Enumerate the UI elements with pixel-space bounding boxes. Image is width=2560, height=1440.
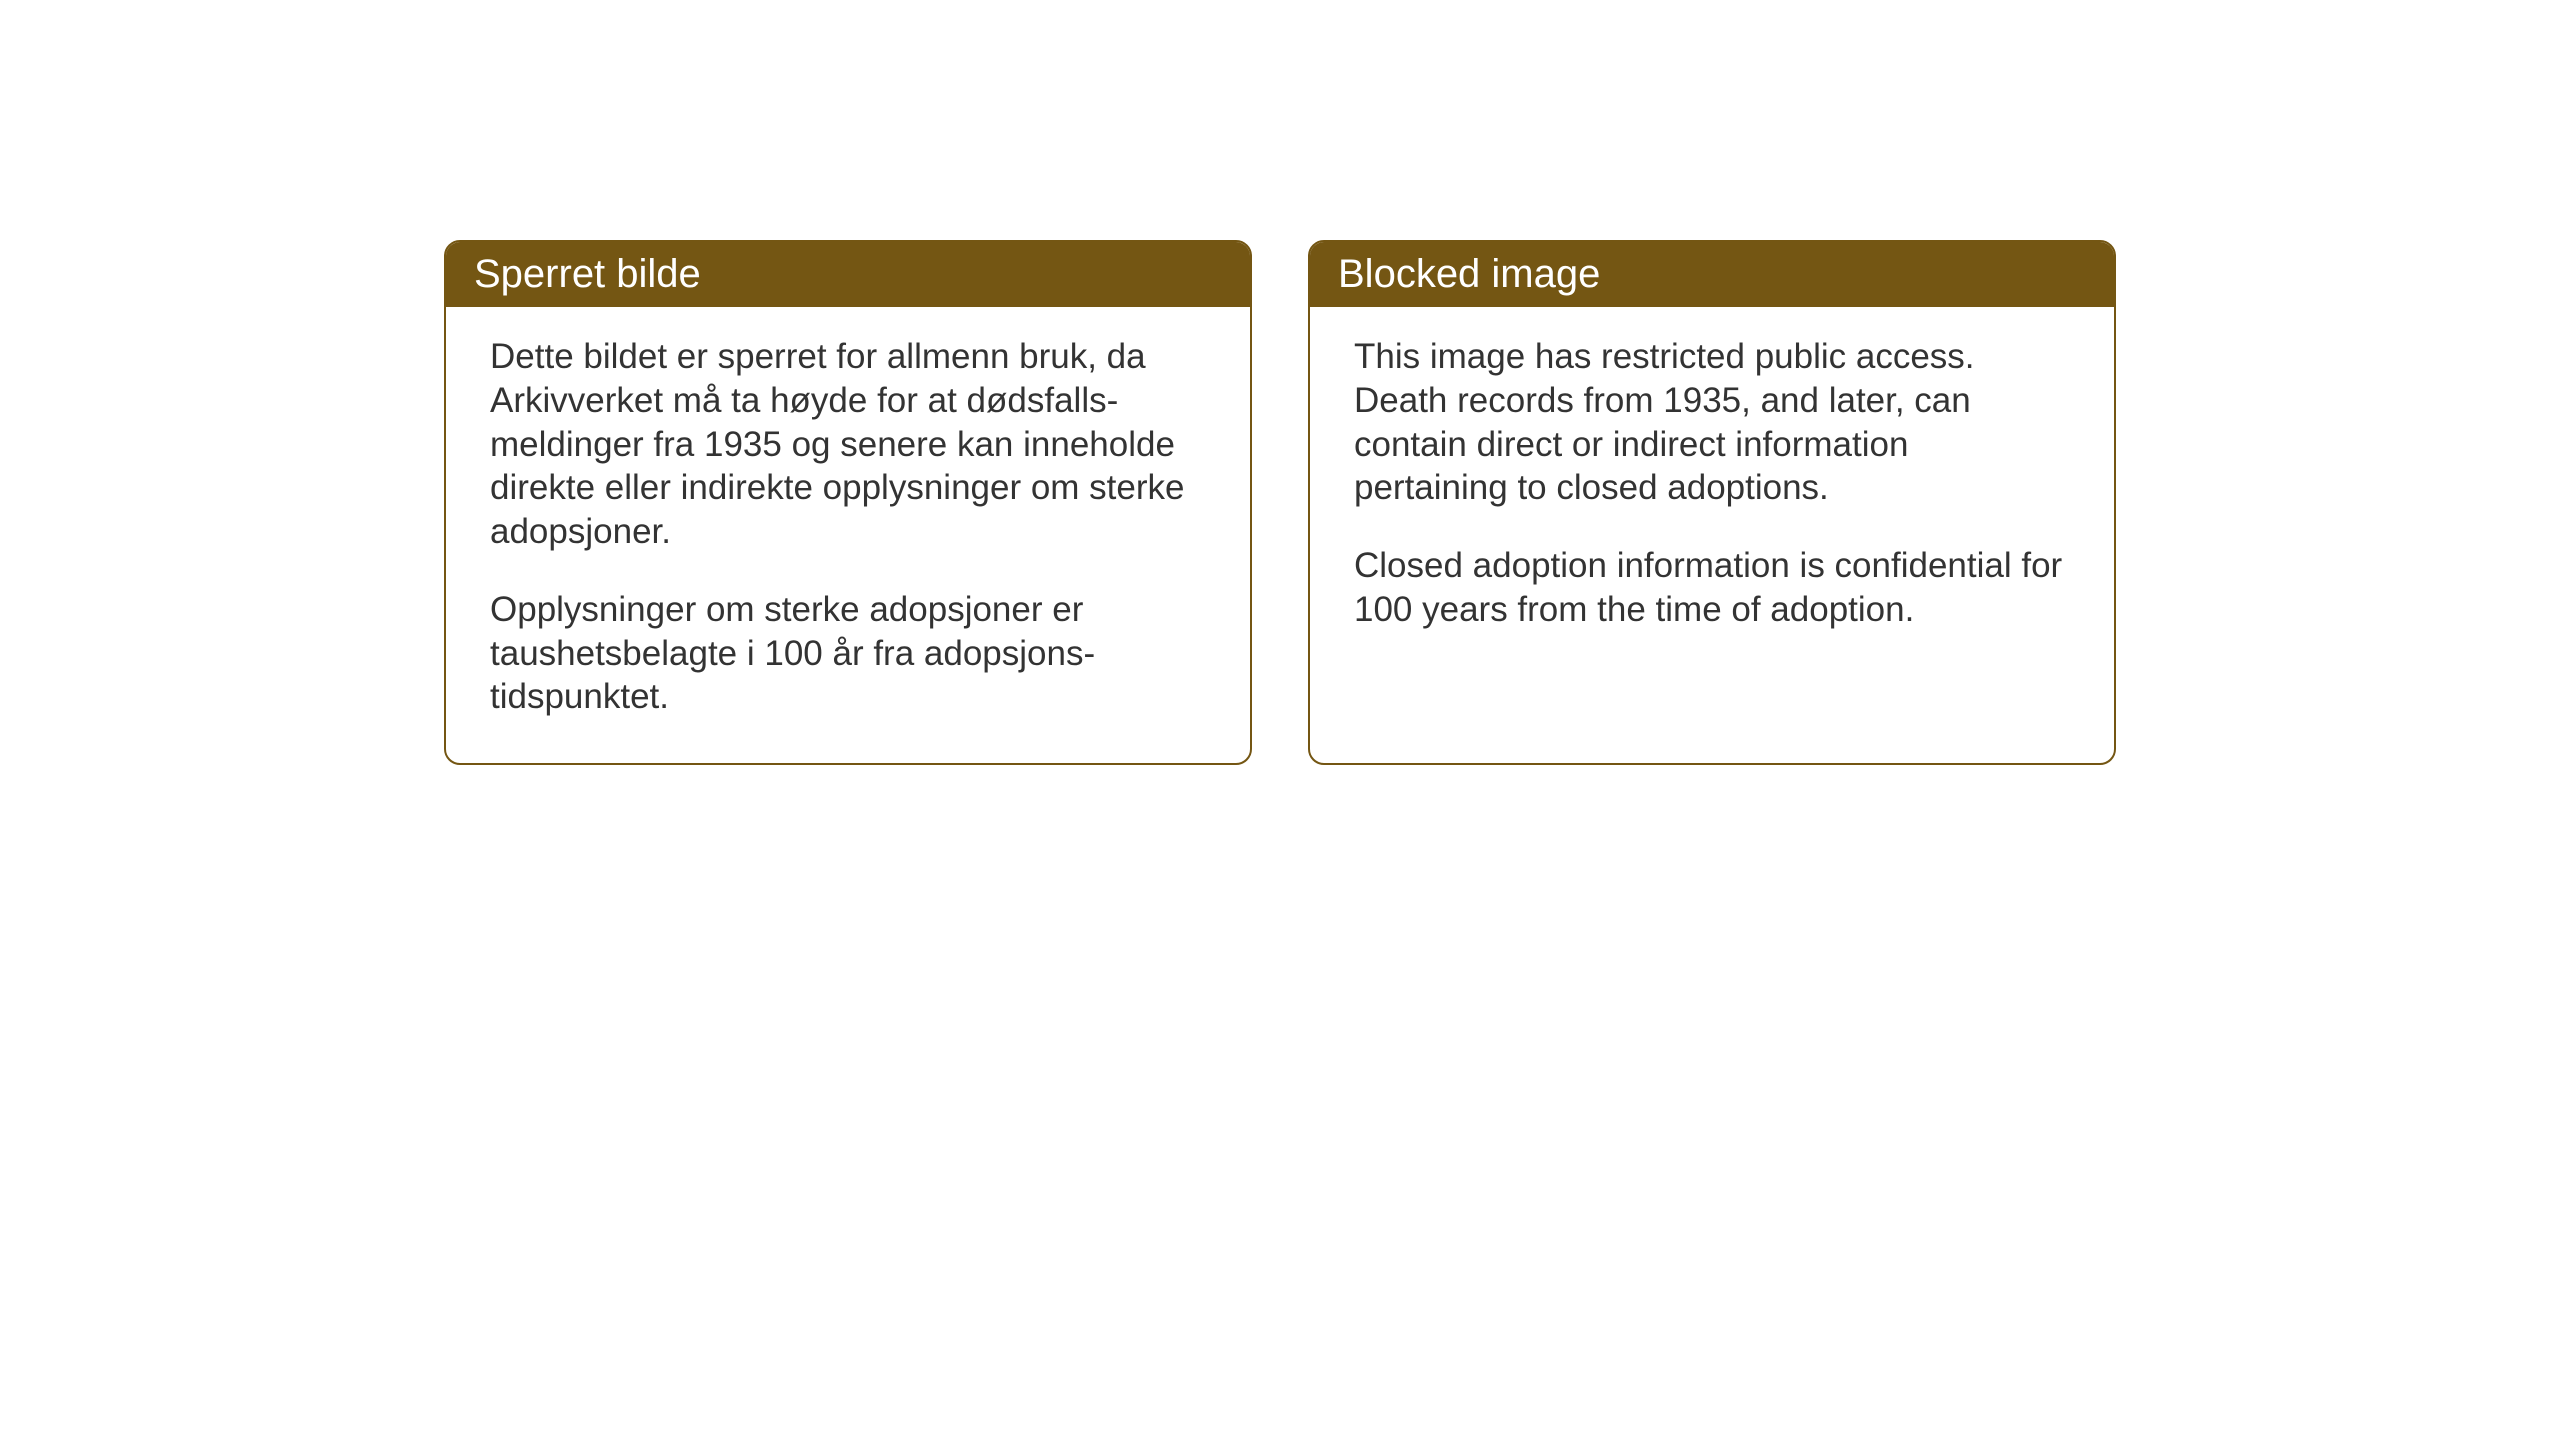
card-header: Sperret bilde — [446, 242, 1250, 307]
notice-container: Sperret bilde Dette bildet er sperret fo… — [444, 240, 2116, 765]
card-paragraph: Dette bildet er sperret for allmenn bruk… — [490, 335, 1206, 554]
card-body: Dette bildet er sperret for allmenn bruk… — [446, 307, 1250, 763]
card-title: Sperret bilde — [474, 252, 701, 296]
card-header: Blocked image — [1310, 242, 2114, 307]
card-title: Blocked image — [1338, 252, 1600, 296]
card-paragraph: This image has restricted public access.… — [1354, 335, 2070, 510]
card-paragraph: Opplysninger om sterke adopsjoner er tau… — [490, 588, 1206, 719]
notice-card-norwegian: Sperret bilde Dette bildet er sperret fo… — [444, 240, 1252, 765]
card-body: This image has restricted public access.… — [1310, 307, 2114, 676]
card-paragraph: Closed adoption information is confident… — [1354, 544, 2070, 632]
notice-card-english: Blocked image This image has restricted … — [1308, 240, 2116, 765]
